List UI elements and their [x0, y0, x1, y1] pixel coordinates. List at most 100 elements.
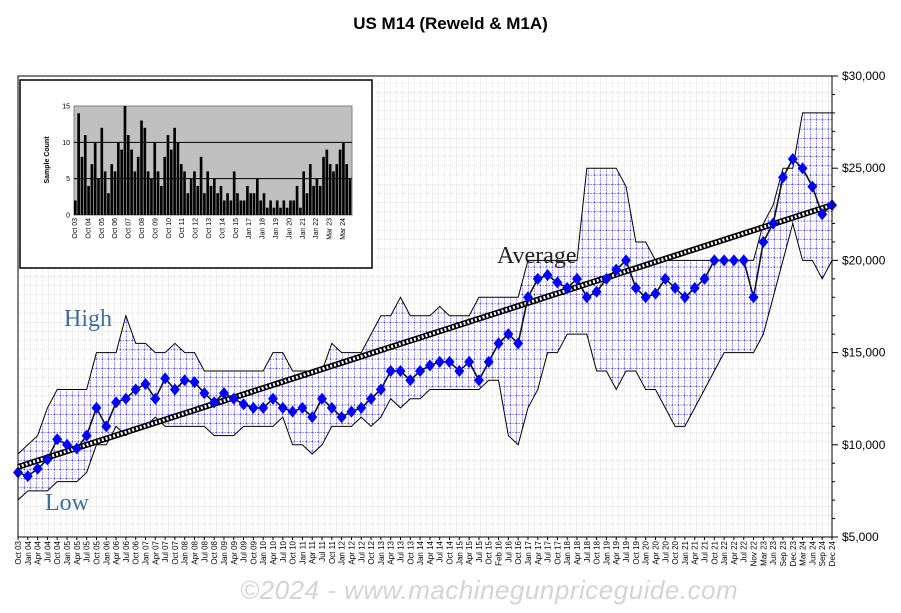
inset-x-tick-label: Oct 11	[179, 218, 186, 238]
x-tick-label: Sep 24	[818, 540, 827, 566]
annotation-high: High	[64, 306, 112, 332]
x-tick-label: Jul 05	[83, 540, 92, 562]
inset-x-tick-label: Oct 06	[112, 218, 119, 239]
inset-x-tick-label: Oct 05	[99, 218, 106, 239]
series-layer	[13, 152, 837, 483]
average-point	[189, 376, 200, 389]
average-point	[581, 291, 592, 304]
average-point	[366, 392, 377, 405]
inset-bar	[292, 200, 296, 215]
inset-x-tick-label: Oct 07	[126, 218, 133, 239]
average-point	[660, 272, 671, 285]
inset-x-tick-label: Jan 20	[286, 218, 293, 239]
inset-bar	[117, 142, 120, 215]
y-axis-labels: $5,000 $10,000 $15,000 $20,000 $25,000 $30,00…	[842, 69, 886, 544]
x-tick-label: Apr 08	[191, 540, 200, 564]
average-point	[513, 337, 524, 350]
inset-bar	[173, 127, 176, 215]
average-point	[346, 405, 357, 418]
average-point	[709, 254, 720, 267]
average-point	[679, 291, 690, 304]
inset-x-tick-label: Jan 21	[300, 218, 307, 239]
average-point	[307, 411, 318, 424]
average-point	[719, 254, 730, 267]
x-tick-label: Apr 15	[465, 540, 474, 564]
average-point	[572, 272, 583, 285]
x-tick-label: Jan 15	[455, 540, 464, 565]
inset-bar	[163, 156, 167, 215]
inset-bar	[259, 200, 262, 215]
x-tick-label: Apr 14	[426, 540, 435, 564]
inset-bar	[285, 207, 289, 215]
x-tick-label: Jan 19	[602, 540, 611, 565]
average-point	[630, 282, 641, 295]
average-point	[356, 401, 367, 414]
inset-bar	[107, 193, 110, 215]
average-point	[287, 405, 298, 418]
inset-bar	[176, 142, 180, 215]
average-point	[169, 383, 180, 396]
inset-bar	[279, 207, 282, 215]
average-point	[238, 398, 249, 411]
x-tick-label: Apr 10	[269, 540, 278, 564]
inset-bar	[103, 171, 107, 215]
average-point	[248, 401, 259, 414]
trend-line	[17, 202, 833, 470]
x-tick-label: Oct 14	[446, 540, 455, 564]
average-point	[552, 276, 563, 289]
x-tick-label: Jan 10	[259, 540, 268, 565]
average-point	[640, 291, 651, 304]
x-tick-label: Jan 22	[720, 540, 729, 565]
x-tick-label: Oct 03	[14, 540, 23, 564]
x-tick-label: Jul 04	[43, 540, 52, 562]
inset-bar	[305, 193, 309, 215]
x-tick-label: Jul 21	[701, 540, 710, 562]
inset-bar	[100, 127, 104, 215]
x-tick-label: Apr 18	[573, 540, 582, 564]
average-point	[32, 462, 43, 475]
inset-bar	[236, 193, 239, 215]
x-tick-label: Oct 21	[710, 540, 719, 564]
x-axis-labels: Oct 03 Jan 04 Apr 04 Jul 04 Oct 04 Jan 05 Apr …	[14, 540, 837, 566]
average-point	[326, 401, 337, 414]
average-point	[101, 420, 112, 433]
average-point	[787, 152, 798, 165]
average-point	[160, 372, 171, 385]
x-tick-label: Jul 06	[122, 540, 131, 562]
inset-y-tick-label: 5	[66, 176, 70, 183]
inset-x-tick-label: Jan 22	[313, 218, 320, 239]
average-point	[817, 208, 828, 221]
inset-bar	[189, 178, 193, 215]
average-point	[728, 254, 739, 267]
inset-x-tick-label: Mar 24	[340, 218, 347, 240]
average-point	[297, 401, 308, 414]
trend-line-inner	[17, 203, 833, 469]
x-tick-label: Nov 22	[750, 540, 759, 566]
inset-bar	[130, 149, 133, 215]
x-tick-label: Jan 13	[377, 540, 386, 565]
x-tick-label: Jan 17	[524, 540, 533, 565]
average-point	[797, 162, 808, 175]
average-point	[81, 429, 92, 442]
average-point	[42, 453, 53, 466]
x-tick-label: Dec 23	[789, 540, 798, 566]
average-point	[71, 442, 82, 455]
inset-bar	[246, 185, 249, 215]
average-point	[748, 291, 759, 304]
inset-bar	[219, 185, 223, 215]
x-tick-label: Apr 20	[651, 540, 660, 564]
average-point	[758, 235, 769, 248]
x-tick-label: Jan 11	[298, 540, 307, 564]
y-tick-label: $5,000	[842, 530, 879, 544]
x-tick-label: Oct 05	[92, 540, 101, 564]
average-point	[532, 272, 543, 285]
x-tick-label: Apr 07	[151, 540, 160, 564]
x-tick-label: Oct 08	[210, 540, 219, 564]
average-point	[738, 254, 749, 267]
inset-bar	[206, 171, 210, 215]
x-tick-label: Apr 19	[612, 540, 621, 564]
inset-y-tick-label: 0	[66, 213, 70, 220]
annotation-low: Low	[45, 490, 90, 516]
x-tick-label: Oct 19	[632, 540, 641, 564]
inset-x-tick-label: Jan 17	[246, 218, 253, 239]
